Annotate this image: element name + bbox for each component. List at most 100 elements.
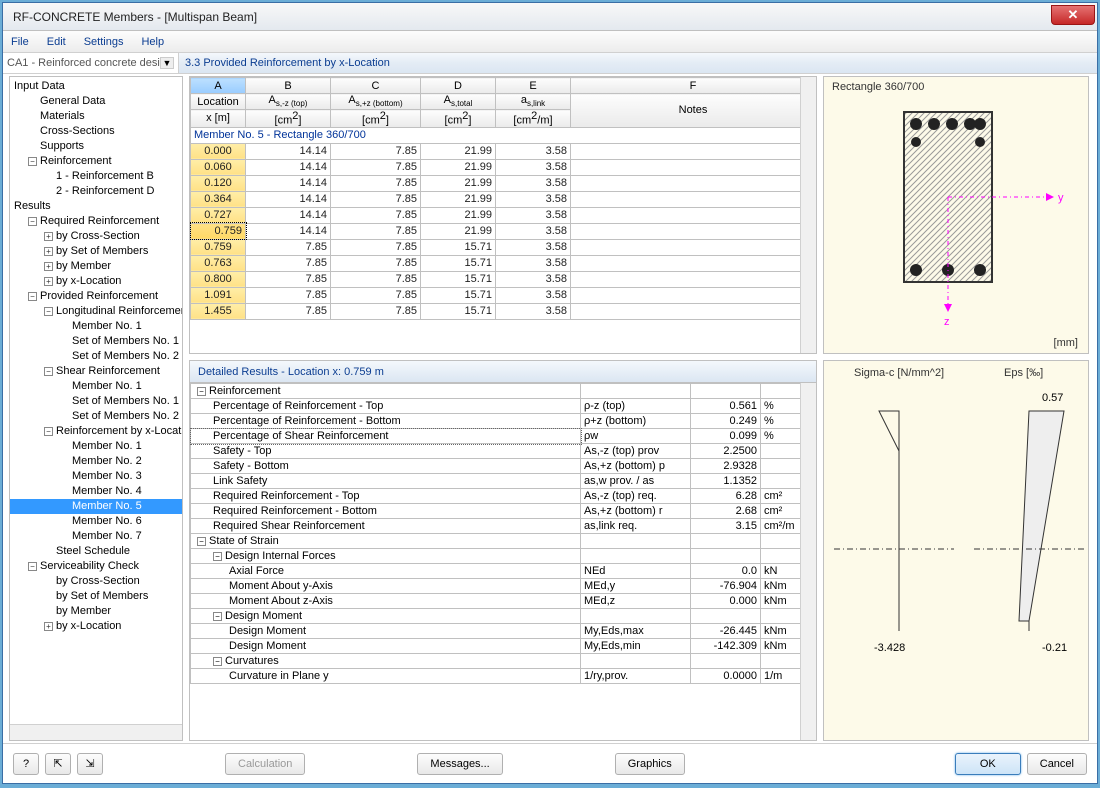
col-D[interactable]: D bbox=[421, 78, 496, 94]
tree-x-m2[interactable]: Member No. 2 bbox=[10, 454, 182, 469]
details-row[interactable]: Moment About z-AxisMEd,z0.000kNm bbox=[191, 594, 816, 609]
collapse-icon[interactable]: − bbox=[28, 562, 37, 571]
details-row[interactable]: Safety - TopAs,-z (top) prov2.2500 bbox=[191, 444, 816, 459]
calculation-button[interactable]: Calculation bbox=[225, 753, 305, 775]
messages-button[interactable]: Messages... bbox=[417, 753, 502, 775]
collapse-icon[interactable]: − bbox=[44, 367, 53, 376]
navigator-tree[interactable]: Input Data General Data Materials Cross-… bbox=[10, 77, 182, 724]
collapse-icon[interactable]: − bbox=[28, 217, 37, 226]
tree-by-set[interactable]: +by Set of Members bbox=[10, 244, 182, 259]
tree-x-m4[interactable]: Member No. 4 bbox=[10, 484, 182, 499]
table-row[interactable]: 0.00014.147.8521.993.58 bbox=[191, 143, 816, 159]
tree-by-member[interactable]: +by Member bbox=[10, 259, 182, 274]
tree-sc-by-member[interactable]: by Member bbox=[10, 604, 182, 619]
cancel-button[interactable]: Cancel bbox=[1027, 753, 1087, 775]
details-row[interactable]: Required Reinforcement - TopAs,-z (top) … bbox=[191, 489, 816, 504]
tree-long-m1[interactable]: Member No. 1 bbox=[10, 319, 182, 334]
details-row[interactable]: Percentage of Reinforcement - Bottomρ+z … bbox=[191, 414, 816, 429]
details-row[interactable]: Curvature in Plane y1/ry,prov.0.00001/m bbox=[191, 669, 816, 684]
tree-input-data[interactable]: Input Data bbox=[10, 79, 182, 94]
expand-icon[interactable]: + bbox=[44, 262, 53, 271]
tree-shear-sm1[interactable]: Set of Members No. 1 bbox=[10, 394, 182, 409]
table-row[interactable]: 1.4557.857.8515.713.58 bbox=[191, 303, 816, 319]
tree-by-cs[interactable]: +by Cross-Section bbox=[10, 229, 182, 244]
details-row[interactable]: Percentage of Reinforcement - Topρ-z (to… bbox=[191, 399, 816, 414]
tree-hscrollbar[interactable] bbox=[10, 724, 182, 740]
details-row[interactable]: Required Reinforcement - BottomAs,+z (bo… bbox=[191, 504, 816, 519]
col-F[interactable]: F bbox=[571, 78, 816, 94]
tree-x-m3[interactable]: Member No. 3 bbox=[10, 469, 182, 484]
export-button[interactable]: ⇱ bbox=[45, 753, 71, 775]
tree-shear-reinf[interactable]: −Shear Reinforcement bbox=[10, 364, 182, 379]
details-row[interactable]: Axial ForceNEd0.0kN bbox=[191, 564, 816, 579]
tree-provided-reinf[interactable]: −Provided Reinforcement bbox=[10, 289, 182, 304]
tree-results[interactable]: Results bbox=[10, 199, 182, 214]
details-row[interactable]: −State of Strain bbox=[191, 534, 816, 549]
table-row[interactable]: 0.72714.147.8521.993.58 bbox=[191, 207, 816, 223]
details-row[interactable]: Design MomentMy,Eds,max-26.445kNm bbox=[191, 624, 816, 639]
tree-materials[interactable]: Materials bbox=[10, 109, 182, 124]
col-C[interactable]: C bbox=[331, 78, 421, 94]
tree-x-m5[interactable]: Member No. 5 bbox=[10, 499, 182, 514]
graphics-button[interactable]: Graphics bbox=[615, 753, 685, 775]
tree-shear-m1[interactable]: Member No. 1 bbox=[10, 379, 182, 394]
tree-sc-by-set[interactable]: by Set of Members bbox=[10, 589, 182, 604]
table-row[interactable]: 0.06014.147.8521.993.58 bbox=[191, 159, 816, 175]
table-row[interactable]: 0.75914.147.8521.993.58 bbox=[191, 223, 816, 239]
col-E[interactable]: E bbox=[496, 78, 571, 94]
details-row[interactable]: Design MomentMy,Eds,min-142.309kNm bbox=[191, 639, 816, 654]
tree-shear-sm2[interactable]: Set of Members No. 2 bbox=[10, 409, 182, 424]
tree-x-m7[interactable]: Member No. 7 bbox=[10, 529, 182, 544]
collapse-icon[interactable]: − bbox=[28, 292, 37, 301]
tree-x-m6[interactable]: Member No. 6 bbox=[10, 514, 182, 529]
collapse-icon[interactable]: − bbox=[44, 427, 53, 436]
details-row[interactable]: Link Safetyas,w prov. / as1.1352 bbox=[191, 474, 816, 489]
details-row[interactable]: Safety - BottomAs,+z (bottom) p2.9328 bbox=[191, 459, 816, 474]
tree-long-sm2[interactable]: Set of Members No. 2 bbox=[10, 349, 182, 364]
tree-serv-check[interactable]: −Serviceability Check bbox=[10, 559, 182, 574]
tree-reinf-by-x[interactable]: −Reinforcement by x-Location bbox=[10, 424, 182, 439]
tree-reinf-2[interactable]: 2 - Reinforcement D bbox=[10, 184, 182, 199]
import-button[interactable]: ⇲ bbox=[77, 753, 103, 775]
expand-icon[interactable]: + bbox=[44, 277, 53, 286]
details-row[interactable]: Moment About y-AxisMEd,y-76.904kNm bbox=[191, 579, 816, 594]
tree-reinf-1[interactable]: 1 - Reinforcement B bbox=[10, 169, 182, 184]
tree-required-reinf[interactable]: −Required Reinforcement bbox=[10, 214, 182, 229]
table-row[interactable]: 0.36414.147.8521.993.58 bbox=[191, 191, 816, 207]
tree-general-data[interactable]: General Data bbox=[10, 94, 182, 109]
grid-vscrollbar[interactable] bbox=[800, 77, 816, 353]
close-button[interactable]: ✕ bbox=[1051, 5, 1095, 25]
details-row[interactable]: −Curvatures bbox=[191, 654, 816, 669]
menu-file[interactable]: File bbox=[11, 36, 29, 48]
tree-sc-by-cs[interactable]: by Cross-Section bbox=[10, 574, 182, 589]
collapse-icon[interactable]: − bbox=[44, 307, 53, 316]
details-row[interactable]: Required Shear Reinforcementas,link req.… bbox=[191, 519, 816, 534]
menu-settings[interactable]: Settings bbox=[84, 36, 124, 48]
table-row[interactable]: 1.0917.857.8515.713.58 bbox=[191, 287, 816, 303]
details-row[interactable]: −Design Internal Forces bbox=[191, 549, 816, 564]
menu-edit[interactable]: Edit bbox=[47, 36, 66, 48]
expand-icon[interactable]: + bbox=[44, 232, 53, 241]
tree-cross-sections[interactable]: Cross-Sections bbox=[10, 124, 182, 139]
ok-button[interactable]: OK bbox=[955, 753, 1021, 775]
details-row[interactable]: −Reinforcement bbox=[191, 384, 816, 399]
expand-icon[interactable]: + bbox=[44, 622, 53, 631]
tree-reinforcement[interactable]: −Reinforcement bbox=[10, 154, 182, 169]
tree-sc-by-xloc[interactable]: +by x-Location bbox=[10, 619, 182, 634]
tree-by-xloc[interactable]: +by x-Location bbox=[10, 274, 182, 289]
col-A[interactable]: A bbox=[191, 78, 246, 94]
menu-help[interactable]: Help bbox=[141, 36, 164, 48]
results-grid[interactable]: A B C D E F Location As,-z (top) As,+z (… bbox=[189, 76, 817, 354]
table-row[interactable]: 0.12014.147.8521.993.58 bbox=[191, 175, 816, 191]
details-row[interactable]: Percentage of Shear Reinforcementρw0.099… bbox=[191, 429, 816, 444]
tree-supports[interactable]: Supports bbox=[10, 139, 182, 154]
tree-long-sm1[interactable]: Set of Members No. 1 bbox=[10, 334, 182, 349]
help-button[interactable]: ? bbox=[13, 753, 39, 775]
table-row[interactable]: 0.7597.857.8515.713.58 bbox=[191, 239, 816, 255]
table-row[interactable]: 0.8007.857.8515.713.58 bbox=[191, 271, 816, 287]
col-B[interactable]: B bbox=[246, 78, 331, 94]
tree-x-m1[interactable]: Member No. 1 bbox=[10, 439, 182, 454]
collapse-icon[interactable]: − bbox=[28, 157, 37, 166]
case-dropdown[interactable]: CA1 - Reinforced concrete desi ▼ bbox=[3, 53, 179, 73]
table-row[interactable]: 0.7637.857.8515.713.58 bbox=[191, 255, 816, 271]
